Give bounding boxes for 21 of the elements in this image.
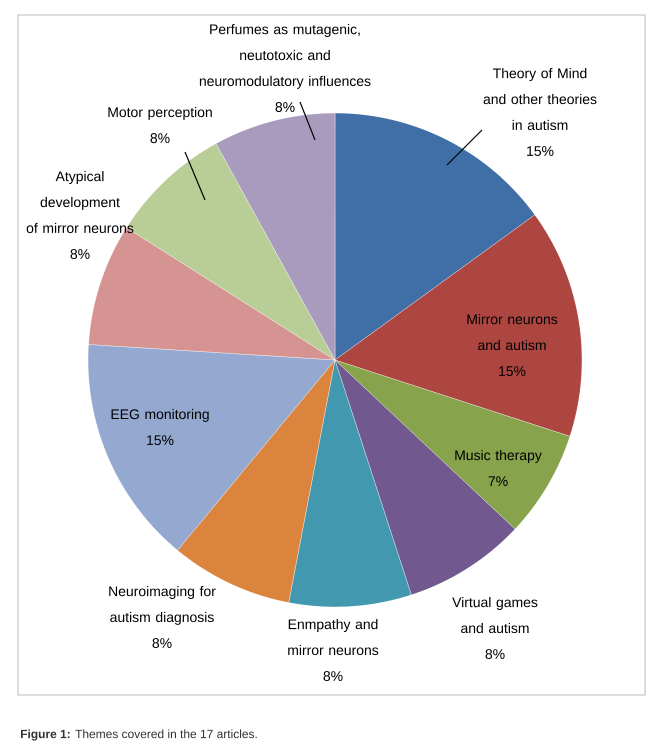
data-label: 15%: [147, 435, 174, 446]
slice-label: Virtual games and autism: [452, 596, 538, 634]
data-label: 15%: [499, 366, 526, 376]
data-label: 8%: [276, 102, 295, 112]
slice-label: Enmpathy and mirror neurons: [288, 618, 378, 656]
data-label: 15%: [527, 146, 554, 156]
slice-label: Atypical development of mirror neurons: [26, 171, 134, 234]
slice-label: Perfumes as mutagenic, neutotoxic and neuromodulatory influences: [200, 24, 371, 89]
data-label: 7%: [488, 476, 508, 486]
data-label: 8%: [324, 671, 343, 682]
text: Figure 1: Themes covered in the 17 articles.: [20, 729, 257, 741]
slice-label: Mirror neurons and autism: [467, 314, 558, 350]
data-label: 8%: [70, 249, 90, 259]
data-label: 8%: [150, 133, 170, 144]
data-label: 8%: [152, 638, 172, 648]
slice-label: Motor perception: [108, 106, 212, 120]
slice-label: EEG monitoring: [112, 408, 209, 422]
data-label: 8%: [486, 649, 505, 660]
slice-label: Theory of Mind and other theories in autism: [484, 68, 596, 130]
slice-label: Music therapy: [455, 450, 542, 463]
slice-label: Neuroimaging for autism diagnosis: [109, 586, 216, 625]
